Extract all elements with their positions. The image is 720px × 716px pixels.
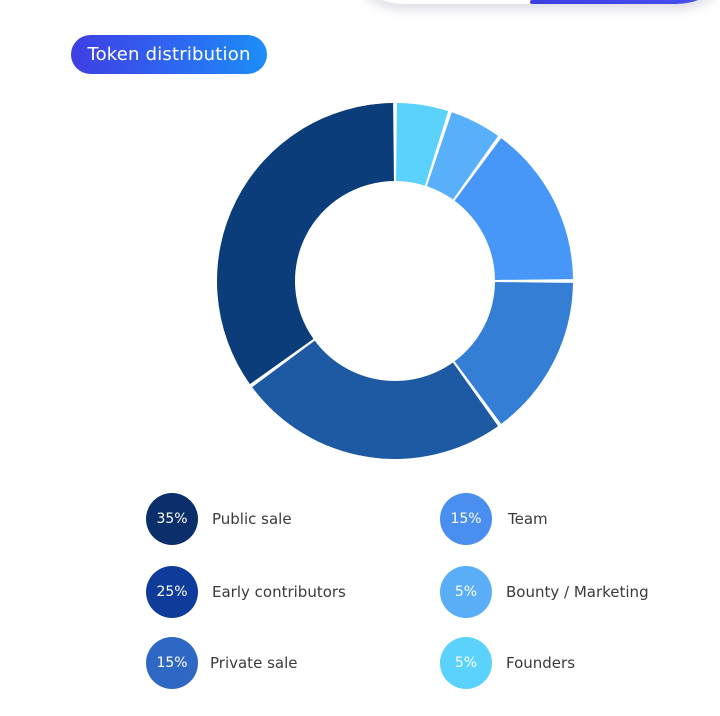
legend-item-team: 15% Team [440, 493, 548, 545]
legend-label: Team [508, 510, 548, 528]
donut-slice-private-sale [454, 282, 573, 424]
legend-swatch: 5% [440, 566, 492, 618]
legend-item-early-contributors: 25% Early contributors [146, 566, 346, 618]
legend-label: Founders [506, 654, 576, 672]
donut-slice-early-contributors [252, 340, 499, 459]
legend-swatch: 15% [146, 637, 198, 689]
legend-label: Bounty / Marketing [506, 583, 649, 601]
page-title: Token distribution [71, 35, 267, 74]
legend-label: Early contributors [212, 583, 346, 601]
legend-swatch: 5% [440, 637, 492, 689]
donut-slice-bounty-marketing [426, 112, 499, 200]
legend-item-bounty-marketing: 5% Bounty / Marketing [440, 566, 649, 618]
legend-item-private-sale: 15% Private sale [146, 637, 297, 689]
legend-swatch: 25% [146, 566, 198, 618]
legend-item-founders: 5% Founders [440, 637, 575, 689]
top-decorative-arc [340, 0, 720, 4]
legend-swatch: 35% [146, 493, 198, 545]
donut-slice-founders [396, 103, 449, 186]
donut-slice-public-sale [216, 103, 394, 385]
donut-slice-team [454, 138, 573, 280]
legend-swatch: 15% [440, 493, 492, 545]
legend-label: Private sale [210, 654, 298, 672]
legend-item-public-sale: 35% Public sale [146, 493, 292, 545]
legend-label: Public sale [212, 510, 292, 528]
